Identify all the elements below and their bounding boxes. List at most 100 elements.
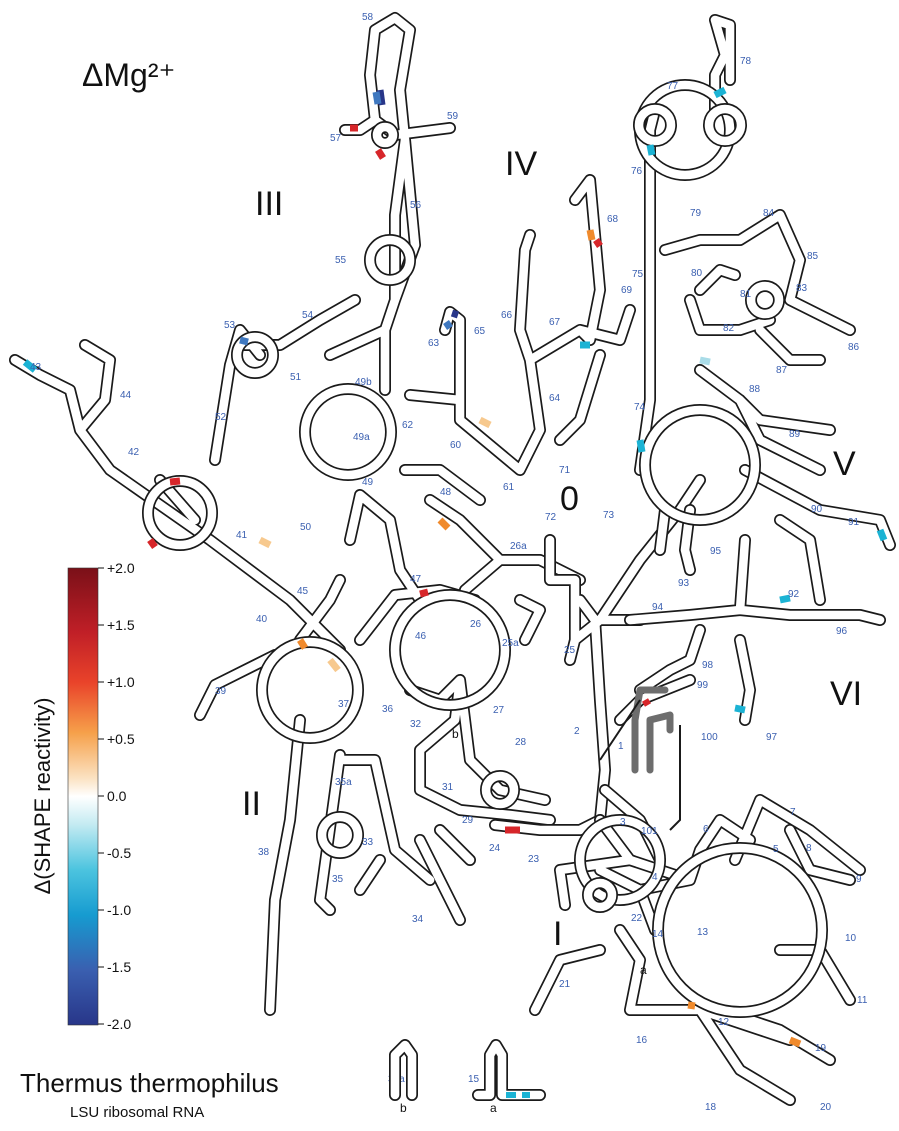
helix-label-20: 20	[820, 1102, 832, 1113]
helix-label-80: 80	[691, 268, 703, 279]
helix-label-96: 96	[836, 626, 848, 637]
helix-label-49b: 49b	[355, 377, 372, 388]
helix-label-15: 15	[468, 1074, 480, 1085]
helix-label-48: 48	[440, 487, 452, 498]
helix-label-54: 54	[302, 310, 314, 321]
helix-label-69: 69	[621, 285, 633, 296]
colorbar-tick-0: 0.0	[107, 788, 127, 804]
junction-label-b: b	[452, 727, 459, 741]
helix-label-19: 19	[815, 1043, 827, 1054]
colorbar-tick-plus-1-5: +1.5	[107, 617, 135, 633]
helix-label-3: 3	[620, 817, 626, 828]
helix-label-88: 88	[749, 384, 761, 395]
helix-label-72: 72	[545, 512, 557, 523]
helix-label-57: 57	[330, 133, 342, 144]
helix-label-22: 22	[631, 913, 643, 924]
helix-label-26: 26	[470, 619, 482, 630]
domain-label-I: I	[553, 915, 562, 953]
colorbar-tick-plus-1: +1.0	[107, 674, 135, 690]
helix-label-86: 86	[848, 342, 860, 353]
helix-label-68: 68	[607, 214, 619, 225]
helix-label-36: 36	[382, 704, 394, 715]
helix-label-46: 46	[415, 631, 427, 642]
colorbar-tick-minus-2: -2.0	[107, 1016, 131, 1032]
helix-label-90: 90	[811, 504, 823, 515]
helix-label-62: 62	[402, 420, 414, 431]
helix-label-55: 55	[335, 255, 347, 266]
helix-label-51: 51	[290, 372, 302, 383]
helix-label-49a: 49a	[353, 432, 370, 443]
helix-label-37: 37	[338, 699, 350, 710]
helix-label-92: 92	[788, 589, 800, 600]
helix-label-14: 14	[652, 929, 664, 940]
helix-label-101: 101	[641, 826, 658, 837]
helix-label-50: 50	[300, 522, 312, 533]
helix-label-7: 7	[790, 807, 796, 818]
helix-label-44: 44	[120, 390, 132, 401]
domain-label-V: V	[833, 445, 856, 483]
helix-label-35a: 35a	[335, 777, 352, 788]
helix-label-52: 52	[215, 412, 227, 423]
helix-label-67: 67	[549, 317, 561, 328]
helix-label-95: 95	[710, 546, 722, 557]
helix-label-98: 98	[702, 660, 714, 671]
helix-label-60: 60	[450, 440, 462, 451]
helix-label-10: 10	[845, 933, 857, 944]
helix-label-45: 45	[297, 586, 309, 597]
helix-label-34: 34	[412, 914, 424, 925]
junction-label-a: a	[640, 963, 647, 977]
helix-label-40: 40	[256, 614, 268, 625]
helix-label-6: 6	[703, 824, 709, 835]
helix-label-24: 24	[489, 843, 501, 854]
domain-label-II: II	[242, 785, 261, 823]
helix-label-11: 11	[857, 995, 868, 1006]
helix-label-25: 25	[564, 645, 576, 656]
helix-label-89: 89	[789, 429, 801, 440]
helix-label-84: 84	[763, 208, 775, 219]
helix-label-100: 100	[701, 732, 718, 743]
colorbar-axis-title: Δ(SHAPE reactivity)	[30, 698, 55, 895]
helix-label-97: 97	[766, 732, 778, 743]
colorbar-tick-minus-0-5: -0.5	[107, 845, 131, 861]
helix-label-21: 21	[559, 979, 571, 990]
helix-label-4: 4	[652, 872, 658, 883]
colorbar-tick-plus-0-5: +0.5	[107, 731, 135, 747]
helix-label-43: 43	[30, 362, 42, 373]
helix-label-1: 1	[618, 741, 624, 752]
helix-label-39: 39	[215, 686, 227, 697]
helix-label-47: 47	[410, 574, 422, 585]
helix-label-73: 73	[603, 510, 615, 521]
helix-label-77: 77	[667, 81, 679, 92]
helix-label-94: 94	[652, 602, 664, 613]
helix-label-66: 66	[501, 310, 513, 321]
domain-label-III: III	[255, 185, 283, 223]
helix-label-61: 61	[503, 482, 515, 493]
condition-label: ΔMg²⁺	[82, 57, 175, 93]
helix-label-8: 8	[806, 843, 812, 854]
helix-label-26a: 26a	[510, 541, 527, 552]
helix-label-78: 78	[740, 56, 752, 67]
helix-label-63: 63	[428, 338, 440, 349]
helix-label-75: 75	[632, 269, 644, 280]
helix-label-9: 9	[856, 874, 862, 885]
helix-label-85: 85	[807, 251, 819, 262]
colorbar-tick-plus-2: +2.0	[107, 560, 135, 576]
helix-label-33: 33	[362, 837, 374, 848]
helix-label-49: 49	[362, 477, 374, 488]
helix-label-56: 56	[410, 200, 422, 211]
helix-label-83: 83	[796, 283, 808, 294]
helix-label-18: 18	[705, 1102, 717, 1113]
helix-label-35: 35	[332, 874, 344, 885]
helix-label-27: 27	[493, 705, 505, 716]
helix-label-53: 53	[224, 320, 236, 331]
helix-label-81: 81	[740, 289, 752, 300]
helix-label-2: 2	[574, 726, 580, 737]
helix-label-91: 91	[848, 517, 860, 528]
helix-label-13: 13	[697, 927, 709, 938]
domain-label-IV: IV	[505, 145, 537, 183]
helix-label-79: 79	[690, 208, 702, 219]
helix-label-23: 23	[528, 854, 540, 865]
helix-label-28: 28	[515, 737, 527, 748]
domain-label-VI: VI	[830, 675, 862, 713]
